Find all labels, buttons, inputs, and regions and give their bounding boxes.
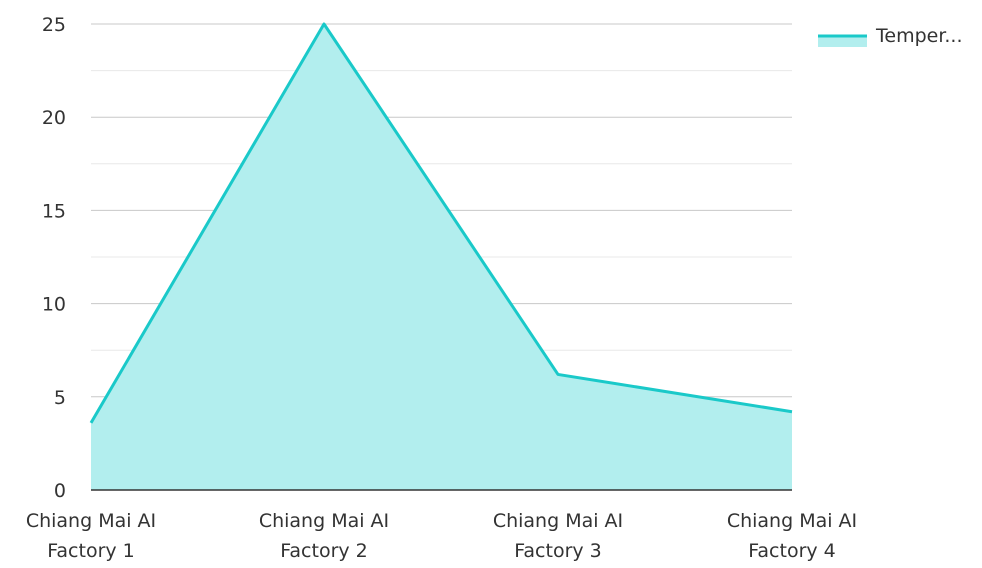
y-tick-label: 20 (42, 107, 66, 129)
legend[interactable]: Temper... (818, 25, 963, 47)
area-fill (91, 24, 792, 490)
x-tick-label: Chiang Mai AI Factory 4 (727, 510, 857, 562)
y-tick-label: 10 (42, 294, 66, 316)
series-area (89, 22, 793, 490)
y-tick-label: 15 (42, 200, 66, 222)
x-tick-label: Chiang Mai AI Factory 2 (259, 510, 389, 562)
axes: 0 5 10 15 20 25 Chiang Mai AI Factory 1 Chiang M… (26, 14, 857, 562)
x-tick-label: Chiang Mai AI Factory 1 (26, 510, 156, 562)
legend-swatch-fill (818, 36, 867, 47)
y-tick-label: 5 (54, 387, 66, 409)
x-tick-label: Chiang Mai AI Factory 3 (493, 510, 623, 562)
series-line[interactable] (89, 22, 793, 424)
y-tick-label: 25 (42, 14, 66, 36)
legend-label: Temper... (875, 25, 963, 47)
y-tick-label: 0 (54, 480, 66, 502)
